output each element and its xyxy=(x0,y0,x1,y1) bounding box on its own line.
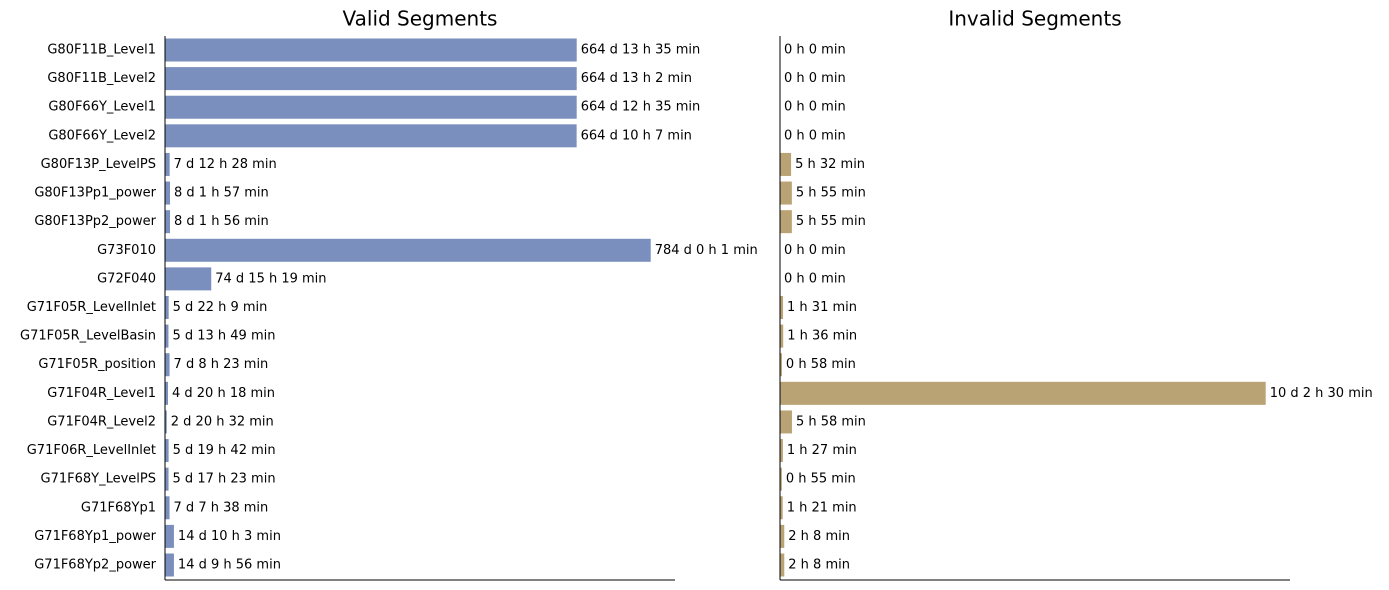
bar xyxy=(780,553,785,577)
value-label: 5 d 22 h 9 min xyxy=(173,300,268,315)
bar xyxy=(780,496,783,520)
value-label: 0 h 0 min xyxy=(784,71,846,86)
value-label: 784 d 0 h 1 min xyxy=(655,243,758,258)
value-label: 664 d 13 h 35 min xyxy=(581,43,701,58)
category-label: G71F04R_Level1 xyxy=(47,386,156,401)
panel-title: Invalid Segments xyxy=(948,7,1121,31)
value-label: 664 d 13 h 2 min xyxy=(581,71,692,86)
category-label: G80F66Y_Level1 xyxy=(48,100,156,115)
value-label: 14 d 9 h 56 min xyxy=(178,558,281,573)
bar xyxy=(165,296,169,319)
bar xyxy=(165,439,169,463)
value-label: 664 d 12 h 35 min xyxy=(581,100,701,115)
value-label: 664 d 10 h 7 min xyxy=(581,128,692,143)
bar xyxy=(165,181,171,205)
bar xyxy=(780,324,784,348)
value-label: 5 d 13 h 49 min xyxy=(172,329,275,344)
value-label: 5 h 55 min xyxy=(796,214,866,229)
bar xyxy=(165,238,651,262)
bar xyxy=(165,496,170,520)
bar xyxy=(780,181,792,205)
category-label: G71F68Y_LevelPS xyxy=(41,472,156,487)
bar xyxy=(780,524,785,548)
bar xyxy=(165,67,577,91)
value-label: 5 h 55 min xyxy=(796,186,866,201)
value-label: 5 d 19 h 42 min xyxy=(173,443,276,458)
bar xyxy=(780,381,1266,405)
bar xyxy=(165,467,169,491)
value-label: 2 d 20 h 32 min xyxy=(171,414,274,429)
value-label: 0 h 0 min xyxy=(784,271,846,286)
bar xyxy=(780,353,782,377)
category-label: G71F68Yp2_power xyxy=(34,558,156,573)
category-label: G80F13P_LevelPS xyxy=(41,157,156,172)
value-label: 2 h 8 min xyxy=(788,529,850,544)
bar xyxy=(165,524,174,548)
bar xyxy=(165,324,169,348)
bar xyxy=(165,38,577,62)
value-label: 0 h 0 min xyxy=(784,128,846,143)
value-label: 0 h 58 min xyxy=(786,357,856,372)
value-label: 4 d 20 h 18 min xyxy=(172,386,275,401)
value-label: 1 h 27 min xyxy=(787,443,857,458)
value-label: 7 d 7 h 38 min xyxy=(174,500,269,515)
category-label: G71F68Yp1_power xyxy=(34,529,156,544)
category-label: G80F66Y_Level2 xyxy=(48,128,156,143)
bar xyxy=(780,467,782,491)
category-label: G80F13Pp1_power xyxy=(34,186,156,201)
value-label: 8 d 1 h 57 min xyxy=(174,186,269,201)
bar xyxy=(780,152,792,176)
value-label: 14 d 10 h 3 min xyxy=(178,529,281,544)
value-label: 2 h 8 min xyxy=(788,558,850,573)
value-label: 8 d 1 h 56 min xyxy=(174,214,269,229)
category-label: G80F11B_Level2 xyxy=(47,71,156,86)
category-label: G80F11B_Level1 xyxy=(47,43,156,58)
value-label: 1 h 31 min xyxy=(787,300,857,315)
value-label: 0 h 0 min xyxy=(784,43,846,58)
category-label: G71F05R_position xyxy=(38,357,156,372)
bar xyxy=(165,95,577,119)
value-label: 1 h 36 min xyxy=(787,329,857,344)
panel-title: Valid Segments xyxy=(343,7,498,31)
value-label: 1 h 21 min xyxy=(787,500,857,515)
bar xyxy=(780,410,792,434)
category-label: G73F010 xyxy=(97,243,156,258)
value-label: 5 h 58 min xyxy=(796,414,866,429)
category-label: G71F05R_LevelBasin xyxy=(20,329,156,344)
value-label: 0 h 55 min xyxy=(786,472,856,487)
category-label: G72F040 xyxy=(97,271,156,286)
value-label: 10 d 2 h 30 min xyxy=(1270,386,1373,401)
bar xyxy=(165,553,174,577)
bar xyxy=(780,439,783,463)
value-label: 5 h 32 min xyxy=(795,157,865,172)
category-label: G71F04R_Level2 xyxy=(47,414,156,429)
bar xyxy=(165,353,170,377)
value-label: 0 h 0 min xyxy=(784,243,846,258)
bar xyxy=(165,152,170,176)
bar xyxy=(780,296,784,319)
category-label: G71F06R_LevelInlet xyxy=(27,443,156,458)
bar xyxy=(165,267,212,291)
value-label: 5 d 17 h 23 min xyxy=(173,472,276,487)
bar xyxy=(165,210,171,234)
bar xyxy=(165,124,577,148)
bar xyxy=(165,381,169,405)
category-label: G71F05R_LevelInlet xyxy=(27,300,156,315)
category-label: G71F68Yp1 xyxy=(81,500,156,515)
category-label: G80F13Pp2_power xyxy=(34,214,156,229)
value-label: 74 d 15 h 19 min xyxy=(215,271,326,286)
value-label: 7 d 12 h 28 min xyxy=(174,157,277,172)
bar xyxy=(780,210,792,234)
value-label: 7 d 8 h 23 min xyxy=(174,357,269,372)
bar xyxy=(165,410,167,434)
value-label: 0 h 0 min xyxy=(784,100,846,115)
